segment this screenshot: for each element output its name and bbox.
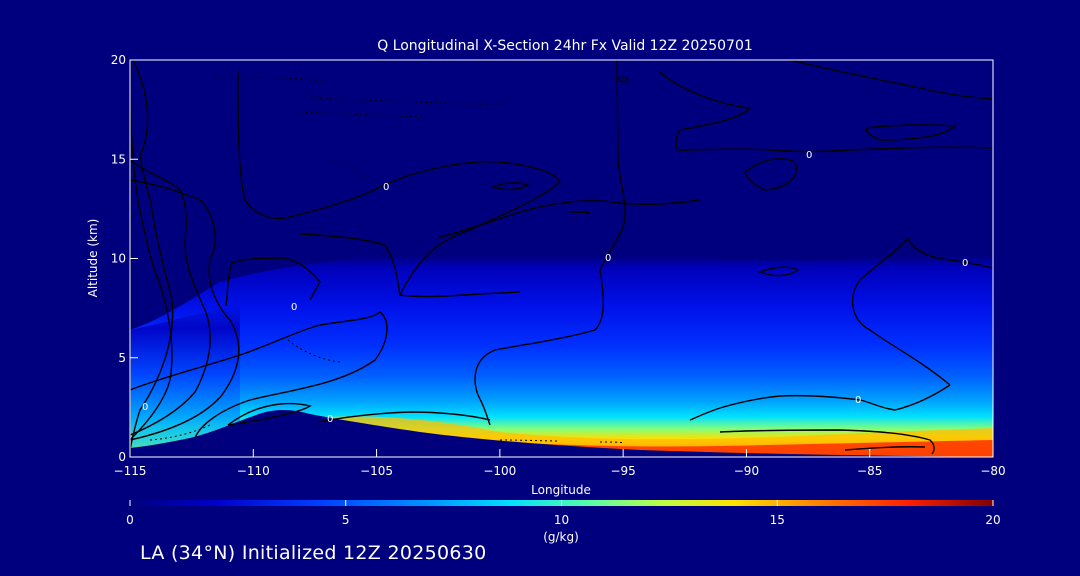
contour-line bbox=[227, 402, 312, 426]
contour-label: 0 bbox=[855, 395, 861, 406]
contour-line bbox=[130, 104, 173, 441]
colorbar-tick-label: 15 bbox=[770, 513, 785, 527]
colorbar-ticks: 0 5 10 15 20 bbox=[126, 500, 1001, 527]
plot-area: 0 0 0 0 0 0 0 0 bbox=[130, 60, 993, 457]
contour-line bbox=[844, 446, 926, 451]
x-tick-label: −100 bbox=[483, 464, 516, 478]
x-axis-label: Longitude bbox=[531, 483, 591, 497]
contour-line bbox=[744, 158, 797, 191]
colorbar-label: (g/kg) bbox=[543, 530, 579, 544]
dashed-contour bbox=[499, 439, 561, 442]
contour-line bbox=[569, 211, 591, 214]
contour-label: 0 bbox=[806, 150, 812, 161]
x-tick-label: −105 bbox=[360, 464, 393, 478]
contour-line bbox=[237, 71, 561, 298]
colorbar-tick-label: 0 bbox=[126, 513, 134, 527]
contour-line bbox=[719, 429, 935, 455]
x-axis: −115 −110 −105 −100 −95 −90 −85 −80 bbox=[114, 449, 1006, 478]
chart-title: Q Longitudinal X-Section 24hr Fx Valid 1… bbox=[377, 38, 753, 54]
run-info-footer: LA (34°N) Initialized 12Z 20250630 bbox=[140, 542, 487, 564]
x-tick-label: −115 bbox=[114, 464, 147, 478]
contour-line bbox=[436, 199, 701, 239]
contour-label: 0 bbox=[383, 182, 389, 193]
x-tick-label: −95 bbox=[610, 464, 635, 478]
colorbar-tick-label: 20 bbox=[985, 513, 1000, 527]
dashed-contour bbox=[214, 76, 331, 83]
contour-line bbox=[689, 384, 951, 421]
y-axis: 0 5 10 15 20 bbox=[111, 53, 138, 464]
y-tick-label: 20 bbox=[111, 53, 126, 67]
contour-line bbox=[130, 60, 174, 451]
contour-line bbox=[758, 266, 800, 277]
y-tick-label: 5 bbox=[118, 351, 126, 365]
contour-line bbox=[659, 71, 752, 151]
x-tick-label: −90 bbox=[734, 464, 759, 478]
colorbar-tick-label: 10 bbox=[554, 513, 569, 527]
dashed-contour bbox=[299, 111, 441, 119]
contour-line bbox=[617, 76, 629, 83]
x-tick-label: −110 bbox=[237, 464, 270, 478]
contour-line bbox=[130, 179, 240, 441]
y-tick-label: 0 bbox=[118, 450, 126, 464]
contour-line bbox=[789, 60, 993, 100]
contour-lines bbox=[130, 60, 993, 457]
contour-line bbox=[299, 233, 401, 297]
moisture-field-layer bbox=[130, 255, 993, 457]
contour-line bbox=[851, 237, 951, 386]
contour-label: 0 bbox=[142, 402, 148, 413]
y-axis-label: Altitude (km) bbox=[86, 219, 100, 298]
x-tick-label: −80 bbox=[980, 464, 1005, 478]
y-tick-label: 15 bbox=[111, 152, 126, 166]
contour-line bbox=[317, 411, 491, 423]
dashed-contour bbox=[331, 159, 366, 181]
dashed-contour bbox=[149, 424, 211, 441]
contour-line bbox=[907, 237, 993, 269]
contour-label: 0 bbox=[291, 302, 297, 313]
terrain bbox=[130, 410, 993, 457]
contour-labels: 0 0 0 0 0 0 0 0 bbox=[142, 150, 968, 425]
dashed-contour bbox=[287, 339, 341, 363]
colorbar-tick-label: 5 bbox=[342, 513, 350, 527]
contour-line bbox=[474, 60, 626, 426]
contour-line bbox=[225, 257, 321, 307]
contour-label: 0 bbox=[605, 253, 611, 264]
contour-label: 0 bbox=[962, 258, 968, 269]
x-tick-label: −85 bbox=[857, 464, 882, 478]
contour-line bbox=[130, 311, 388, 439]
negative-contours bbox=[149, 76, 626, 444]
y-tick-label: 10 bbox=[111, 252, 126, 266]
contour-line bbox=[677, 146, 993, 153]
contour-line bbox=[491, 182, 530, 191]
contour-line bbox=[130, 159, 211, 436]
contour-line bbox=[865, 124, 957, 141]
contour-label: 0 bbox=[327, 414, 333, 425]
